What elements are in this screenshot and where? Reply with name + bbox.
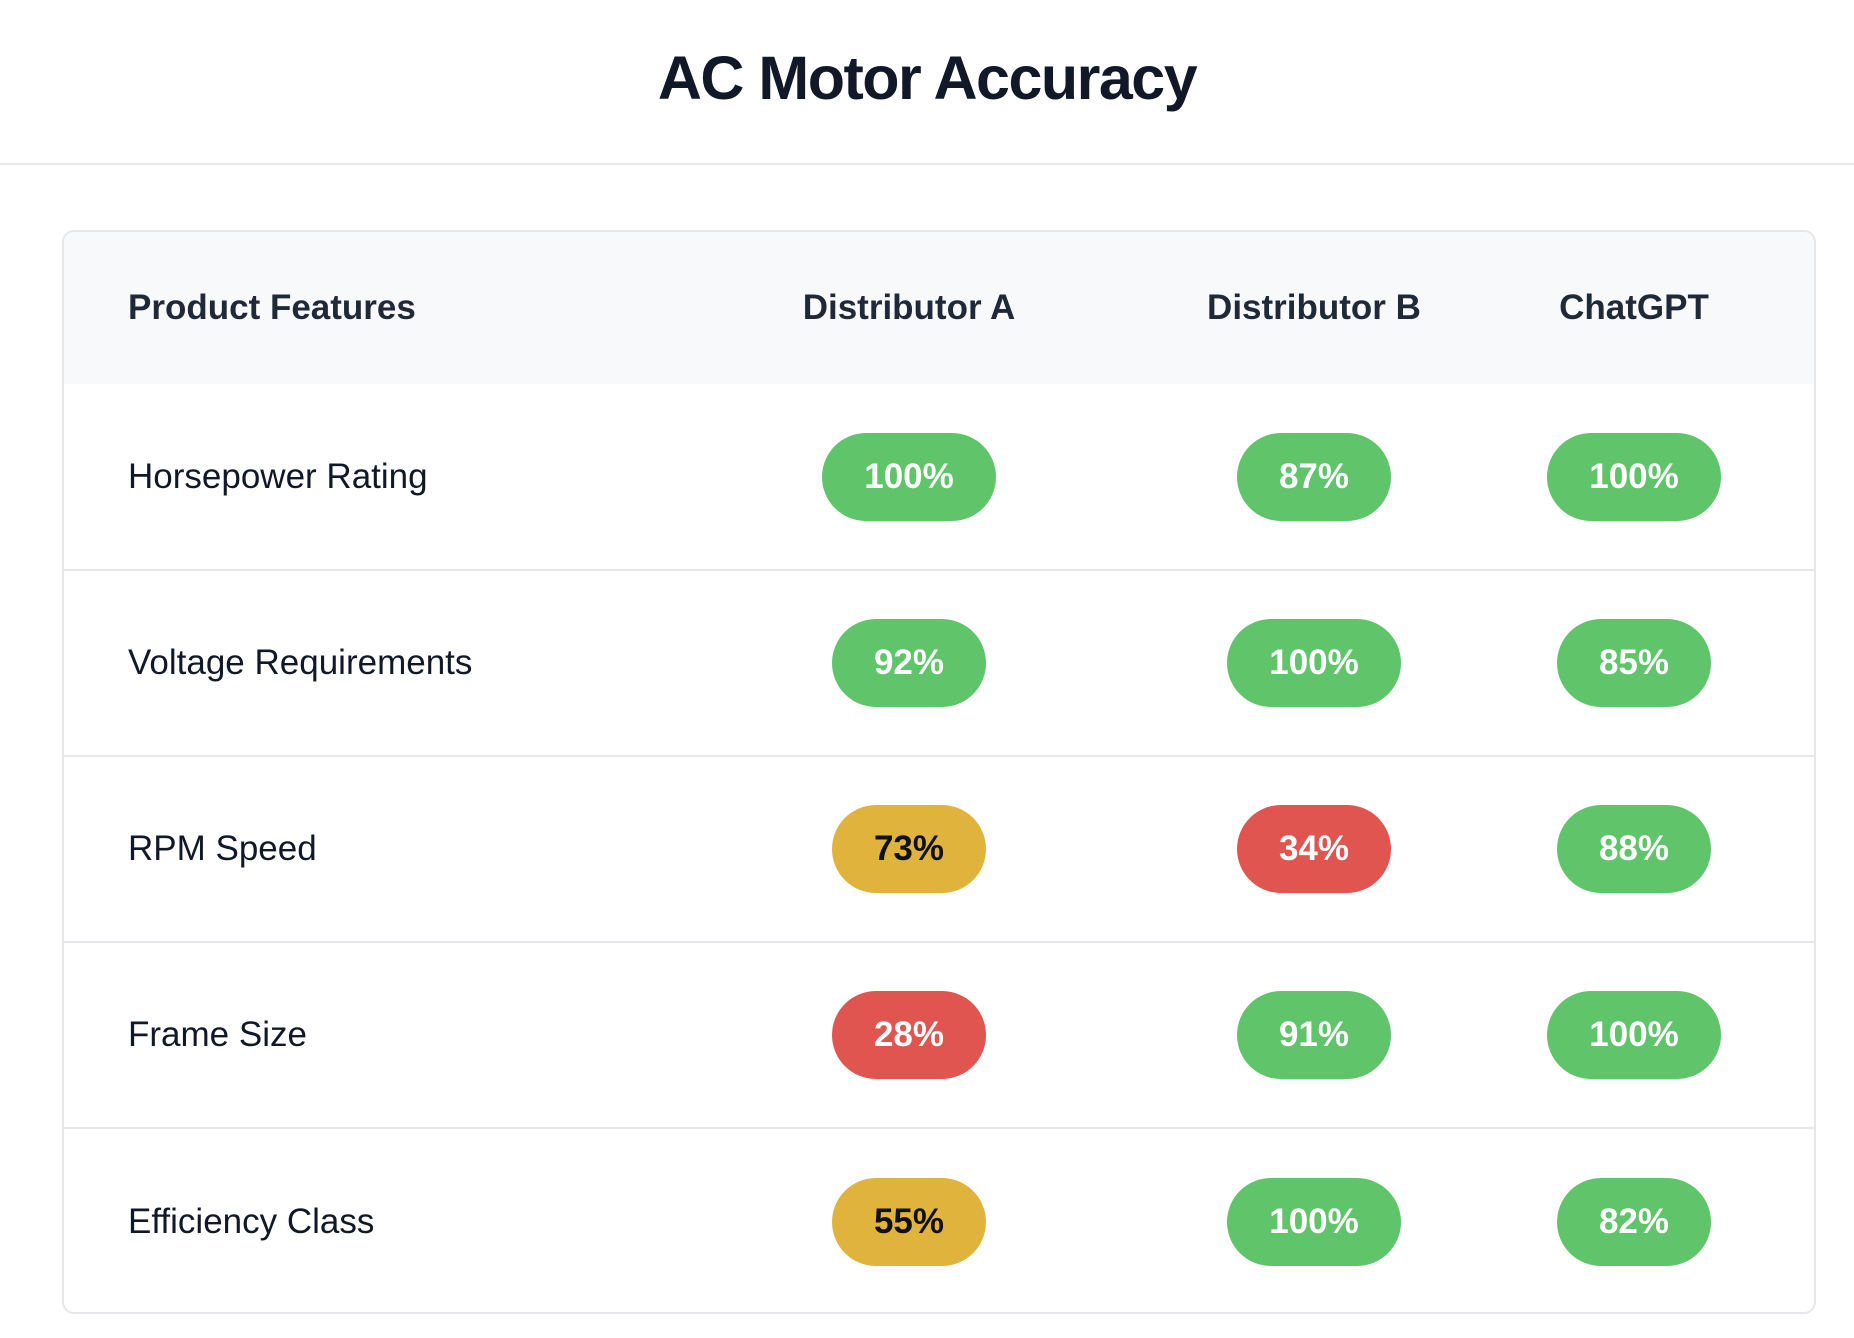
table-row: Horsepower Rating 100% 87% 100% [64,384,1814,570]
score-badge: 73% [831,805,987,893]
score-badge: 100% [1547,991,1721,1079]
score-badge: 100% [1547,432,1721,521]
page-title: AC Motor Accuracy [657,44,1198,112]
score-badge: 100% [1227,619,1401,707]
score-badge: 85% [1556,619,1712,707]
feature-label: Voltage Requirements [128,643,473,682]
accuracy-table: Product Features Distributor A Distribut… [64,232,1814,1312]
score-badge: 88% [1556,805,1712,893]
table-row: Voltage Requirements 92% 100% 85% [64,570,1814,756]
table-header-row: Product Features Distributor A Distribut… [64,232,1814,384]
score-badge: 91% [1236,991,1392,1079]
table-row: Efficiency Class 55% 100% 82% [64,1128,1814,1312]
table-row: Frame Size 28% 91% 100% [64,942,1814,1128]
page-header: AC Motor Accuracy [0,0,1854,165]
table-row: RPM Speed 73% 34% 88% [64,756,1814,942]
score-badge: 55% [831,1177,987,1266]
score-badge: 87% [1236,432,1392,521]
feature-label: Horsepower Rating [128,456,428,496]
column-header-distributor-a: Distributor A [802,288,1016,327]
column-header-chatgpt: ChatGPT [1559,288,1709,327]
score-badge: 82% [1556,1177,1712,1266]
accuracy-table-card: Product Features Distributor A Distribut… [62,230,1816,1314]
score-badge: 28% [831,991,987,1079]
column-header-distributor-b: Distributor B [1207,288,1421,327]
feature-label: RPM Speed [128,829,317,868]
score-badge: 34% [1236,805,1392,893]
column-header-product-features: Product Features [128,288,416,327]
score-badge: 100% [822,432,996,521]
feature-label: Efficiency Class [128,1201,375,1241]
score-badge: 92% [831,619,987,707]
feature-label: Frame Size [128,1015,307,1054]
score-badge: 100% [1227,1177,1401,1266]
